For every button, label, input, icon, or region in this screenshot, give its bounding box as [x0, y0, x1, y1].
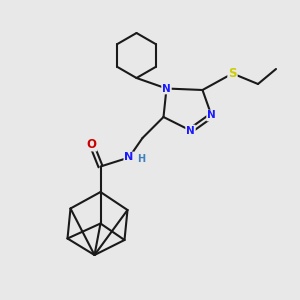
- Text: N: N: [207, 110, 216, 121]
- Text: S: S: [228, 67, 237, 80]
- Text: O: O: [86, 137, 97, 151]
- Text: N: N: [162, 83, 171, 94]
- Text: N: N: [186, 125, 195, 136]
- Text: H: H: [137, 154, 146, 164]
- Text: N: N: [124, 152, 134, 163]
